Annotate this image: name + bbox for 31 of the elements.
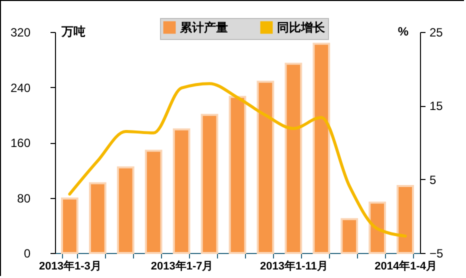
y2-tick-label: 25: [430, 26, 444, 40]
bar: [284, 62, 302, 254]
bar: [256, 80, 274, 254]
y-tick-label: 240: [10, 80, 31, 95]
y2-tick-label: −5: [430, 246, 444, 260]
x-tick-label: 2013年1-7月: [150, 260, 214, 272]
y-tick-label: 320: [10, 26, 31, 40]
bar: [340, 218, 358, 254]
y2-axis-title: %: [398, 24, 409, 38]
legend-label: 累计产量: [179, 20, 228, 35]
bar: [116, 166, 134, 254]
bar: [60, 197, 78, 254]
y-axis-title: 万吨: [60, 24, 86, 38]
bar: [172, 128, 190, 254]
bar: [200, 114, 218, 254]
bar: [88, 182, 106, 254]
x-tick-label: 2013年1-3月: [38, 260, 102, 272]
y2-tick-label: 5: [430, 172, 436, 187]
bar: [396, 185, 414, 254]
bar: [312, 42, 330, 254]
bar: [144, 150, 162, 254]
y2-tick-label: 15: [430, 99, 444, 114]
line-series: [68, 82, 407, 238]
y-tick-label: 0: [24, 246, 31, 260]
x-tick-label: 2013年1-11月: [260, 260, 328, 272]
legend-label: 同比增长: [277, 20, 326, 35]
x-tick-label: 2014年1-4月: [374, 260, 438, 272]
y-tick-label: 160: [10, 136, 31, 150]
y-tick-label: 80: [17, 191, 31, 206]
bar: [368, 202, 386, 254]
bar: [228, 96, 246, 254]
